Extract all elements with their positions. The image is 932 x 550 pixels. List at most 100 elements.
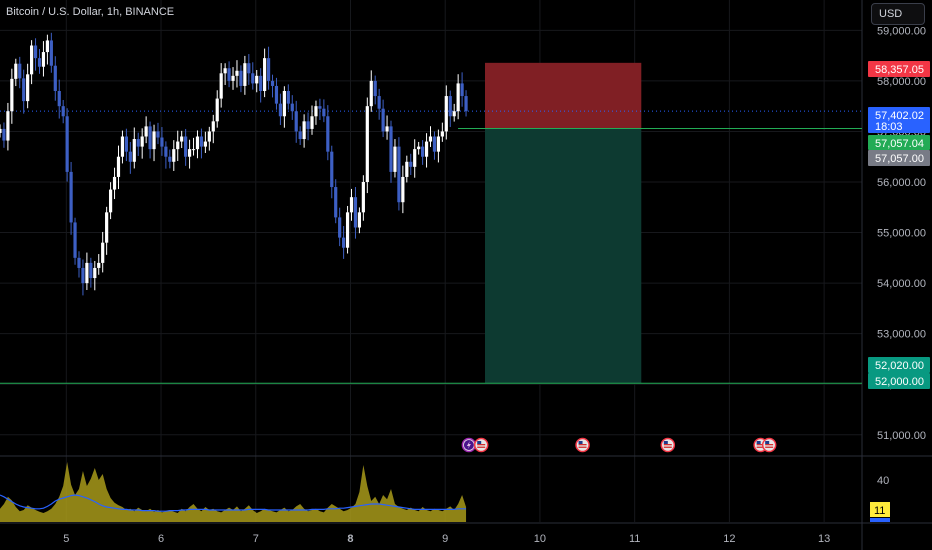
candle-body bbox=[148, 126, 152, 150]
time-axis-tick: 6 bbox=[158, 533, 164, 545]
candle-body bbox=[342, 237, 346, 248]
candle-body bbox=[172, 149, 176, 162]
candle-body bbox=[389, 126, 393, 172]
candle-body bbox=[10, 78, 14, 112]
volume-indicator-label: 11 bbox=[874, 505, 885, 517]
candle-body bbox=[432, 136, 437, 152]
price-axis-tick: 54,000.00 bbox=[877, 278, 926, 290]
candle-body bbox=[464, 96, 468, 112]
candle-body bbox=[164, 146, 168, 157]
candle-body bbox=[255, 75, 259, 84]
volume-area bbox=[0, 462, 467, 522]
take-profit-zone bbox=[484, 128, 642, 384]
candle-body bbox=[270, 80, 275, 86]
candle-body bbox=[274, 85, 279, 104]
candle-body bbox=[424, 141, 429, 157]
candle-body bbox=[108, 189, 113, 213]
us-flag-icon[interactable] bbox=[473, 437, 489, 453]
candle-body bbox=[136, 139, 140, 147]
candle-body bbox=[112, 176, 117, 190]
candle-body bbox=[45, 40, 49, 53]
currency-button[interactable]: USD bbox=[871, 3, 925, 25]
candle-body bbox=[247, 63, 251, 74]
price-tag-entry-gray bbox=[868, 150, 930, 166]
price-axis-tick: 55,000.00 bbox=[877, 228, 926, 240]
candle-body bbox=[37, 58, 42, 67]
time-axis-tick: 5 bbox=[63, 533, 69, 545]
candle-body bbox=[456, 83, 460, 112]
flag-stripe bbox=[477, 446, 486, 448]
candle-body bbox=[298, 131, 302, 140]
candle-body bbox=[49, 40, 53, 66]
grid-lines bbox=[0, 0, 862, 522]
candle-body bbox=[160, 137, 164, 147]
candle-body bbox=[128, 151, 132, 162]
candle-body bbox=[14, 63, 18, 79]
lightning-icon[interactable] bbox=[461, 437, 477, 453]
candle-body bbox=[365, 106, 369, 182]
position-zones[interactable] bbox=[484, 62, 642, 384]
candles bbox=[0, 32, 468, 296]
price-axis-tick: 59,000.00 bbox=[877, 25, 926, 37]
candle-body bbox=[215, 98, 219, 122]
flag-canton bbox=[477, 441, 482, 444]
time-axis-tick: 11 bbox=[629, 533, 640, 545]
price-tag-label: 52,000.00 bbox=[875, 376, 924, 388]
candle-body bbox=[2, 128, 6, 141]
candle-body bbox=[81, 267, 85, 284]
candle-body bbox=[314, 106, 318, 117]
candle-body bbox=[318, 106, 322, 109]
candle-body bbox=[377, 96, 381, 109]
flag-stripe bbox=[578, 446, 587, 448]
candle-body bbox=[444, 96, 448, 132]
candle-body bbox=[322, 108, 326, 117]
price-tag-label: 58,357.05 bbox=[875, 64, 924, 76]
candle-body bbox=[199, 136, 204, 147]
flag-stripe bbox=[756, 446, 765, 448]
flag-canton bbox=[663, 441, 668, 444]
event-markers[interactable] bbox=[461, 437, 777, 453]
us-flag-icon[interactable] bbox=[660, 437, 676, 453]
candle-body bbox=[338, 217, 342, 238]
candle-body bbox=[85, 262, 89, 284]
candle-body bbox=[460, 83, 464, 97]
price-tag-current bbox=[868, 107, 930, 133]
candle-body bbox=[26, 74, 30, 102]
candle-body bbox=[33, 45, 38, 59]
candle-body bbox=[223, 68, 227, 74]
candle-body bbox=[73, 222, 77, 258]
flag-stripe bbox=[477, 444, 486, 446]
price-tag-label: 52,020.00 bbox=[875, 360, 924, 372]
candle-body bbox=[290, 103, 294, 112]
candle-body bbox=[334, 187, 338, 218]
us-flag-icon[interactable] bbox=[575, 437, 590, 453]
flag-canton bbox=[765, 441, 770, 444]
candle-body bbox=[278, 103, 283, 117]
candle-body bbox=[286, 91, 290, 104]
candle-body bbox=[105, 212, 109, 243]
volume-indicator-tag bbox=[870, 502, 890, 517]
candle-body bbox=[235, 70, 239, 76]
candle-body bbox=[22, 78, 26, 102]
candle-body bbox=[69, 171, 73, 223]
flag-canton bbox=[578, 441, 583, 444]
candle-body bbox=[373, 80, 377, 97]
candle-body bbox=[93, 267, 97, 279]
candle-body bbox=[251, 73, 255, 84]
candle-body bbox=[259, 75, 263, 91]
candle-body bbox=[302, 121, 306, 140]
us-flag-icon[interactable] bbox=[761, 437, 777, 453]
candle-body bbox=[219, 73, 223, 99]
candle-body bbox=[294, 111, 298, 132]
candle-body bbox=[152, 131, 156, 150]
candle-body bbox=[29, 45, 34, 75]
candle-body bbox=[361, 182, 365, 213]
candle-body bbox=[61, 106, 65, 117]
flag-stripe bbox=[765, 446, 774, 448]
candle-body bbox=[53, 65, 57, 91]
candle-body bbox=[345, 212, 350, 248]
price-tag-label: 57,057.04 bbox=[875, 138, 924, 150]
